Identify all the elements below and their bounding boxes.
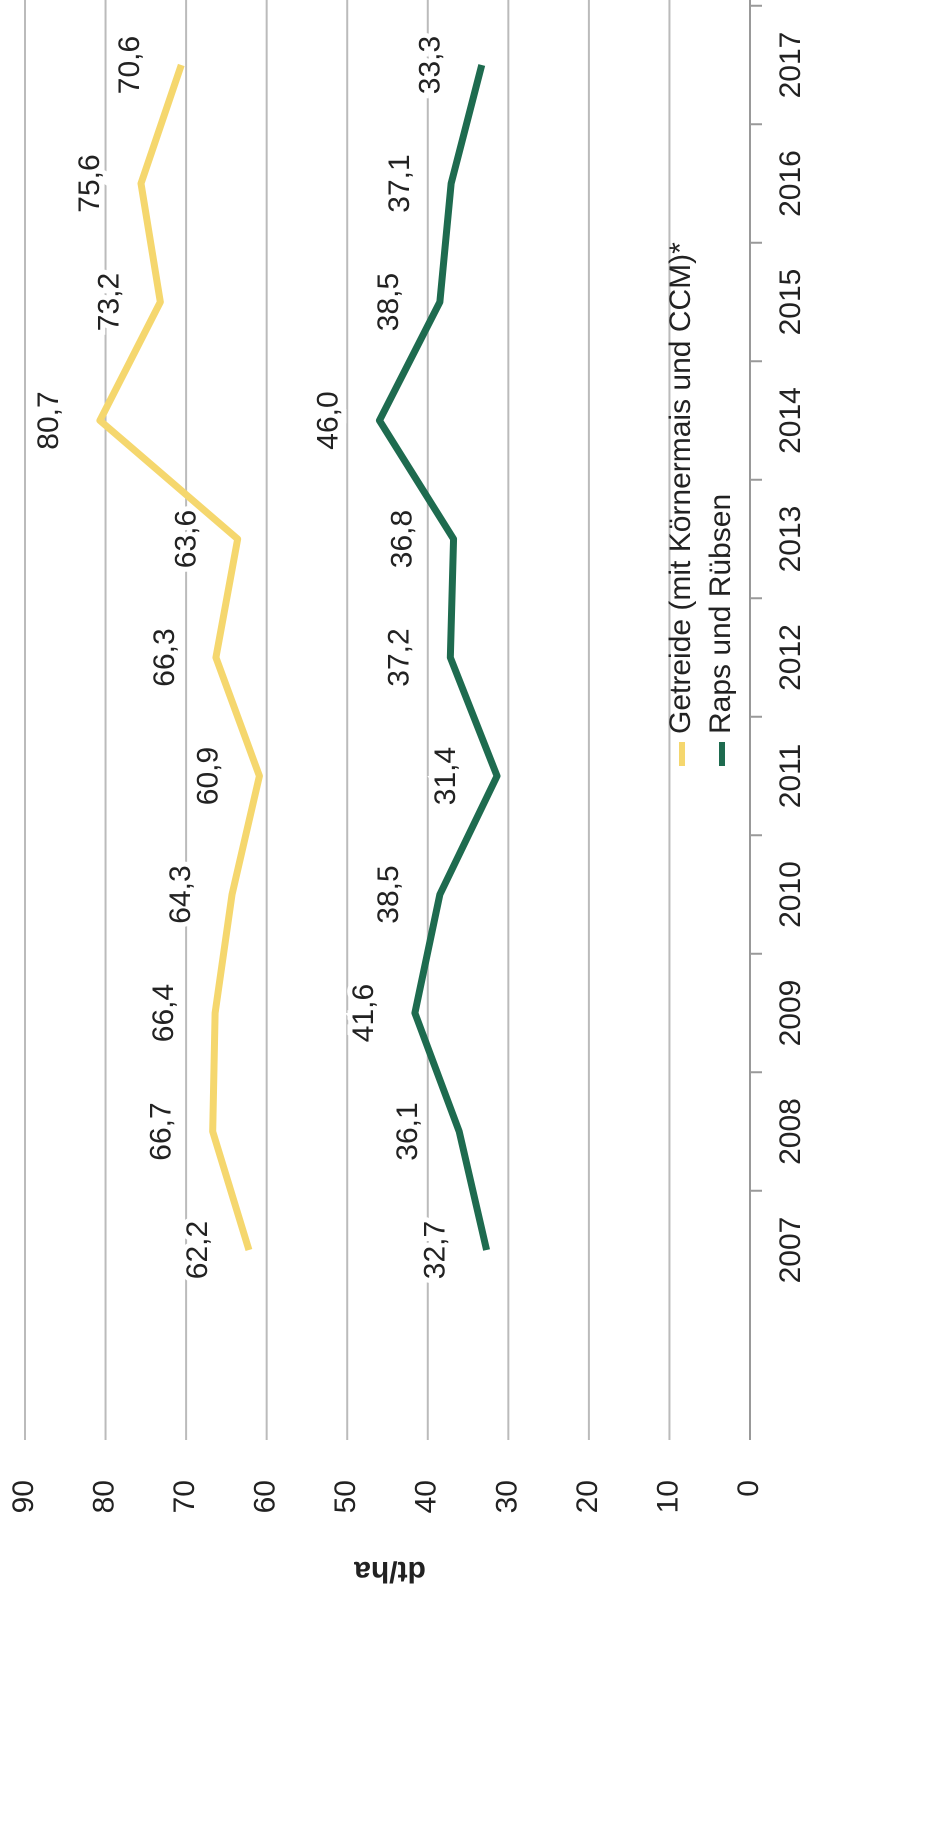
series-line (375, 64, 501, 1251)
y-tick-label: 10 (651, 1480, 684, 1513)
data-label: 37,1 (383, 154, 416, 212)
x-tick-label: 2009 (774, 980, 807, 1047)
data-label: 66,3 (148, 628, 181, 686)
data-label: 66,7 (145, 1102, 178, 1160)
x-tick-label: 2011 (774, 744, 807, 809)
y-axis-title: dt/ha (354, 1555, 426, 1588)
x-tick-label: 2017 (774, 32, 807, 99)
data-label: 66,4 (147, 984, 180, 1042)
data-label: 31,4 (429, 747, 462, 805)
data-label: 36,1 (391, 1102, 424, 1160)
data-label: 73,2 (92, 273, 125, 331)
data-label: 36,8 (385, 510, 418, 568)
data-label: 46,0 (311, 391, 344, 449)
data-label: 60,9 (191, 747, 224, 805)
y-tick-label: 20 (571, 1480, 604, 1513)
y-tick-label: 40 (410, 1480, 443, 1513)
data-label: 70,6 (113, 36, 146, 94)
x-tick-label: 2012 (774, 624, 807, 691)
data-label: 33,3 (414, 36, 447, 94)
y-tick-label: 70 (168, 1480, 201, 1513)
data-label: 80,7 (32, 391, 65, 449)
series-line (96, 63, 263, 1252)
data-label: 32,7 (419, 1221, 452, 1279)
data-label: 62,2 (181, 1221, 214, 1279)
y-tick-label: 30 (490, 1480, 523, 1513)
data-label: 63,6 (170, 510, 203, 568)
rotated-plot: dt/ha 0 10 20 30 40 50 60 70 80 90 2007 2008 2009 201… (7, 0, 807, 1588)
legend-label: Raps und Rübsen (704, 494, 737, 734)
y-tick-label: 90 (7, 1480, 40, 1513)
y-tick-label: 50 (329, 1480, 362, 1513)
data-label: 38,5 (372, 865, 405, 923)
x-tick-label: 2008 (774, 1098, 807, 1165)
data-label: 38,5 (372, 273, 405, 331)
data-label: 75,6 (73, 154, 106, 212)
x-tick-label: 2014 (774, 387, 807, 454)
x-tick-label: 2010 (774, 861, 807, 928)
x-tick-label: 2016 (774, 150, 807, 217)
data-label: 41,6 (347, 984, 380, 1042)
data-label: 64,3 (164, 865, 197, 923)
x-tick-label: 2013 (774, 506, 807, 573)
data-label: 37,2 (382, 628, 415, 686)
x-tick-label: 2007 (774, 1217, 807, 1284)
y-tick-label: 80 (87, 1480, 120, 1513)
y-tick-label: 0 (732, 1480, 765, 1497)
legend-label: Getreide (mit Körnermais und CCM)* (664, 242, 697, 734)
y-tick-label: 60 (249, 1480, 282, 1513)
x-tick-label: 2015 (774, 269, 807, 336)
